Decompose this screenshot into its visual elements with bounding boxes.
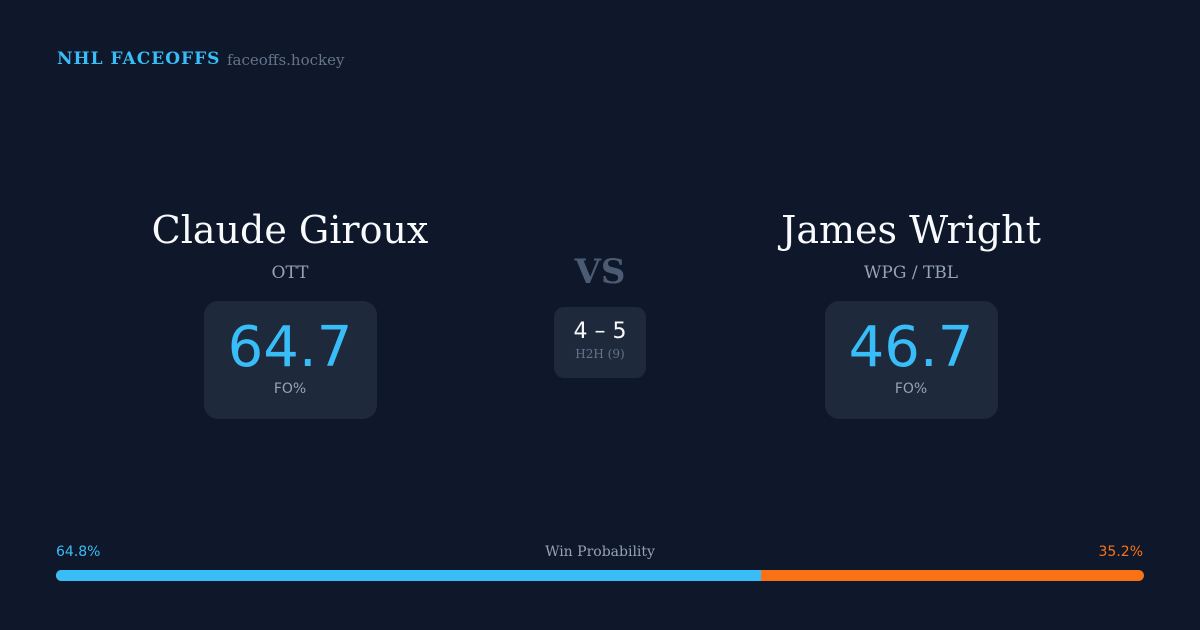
win-prob-bar	[56, 570, 1144, 581]
h2h-score: 4 – 5	[573, 319, 627, 344]
h2h-label: H2H (9)	[575, 347, 625, 361]
h2h-card: 4 – 5 H2H (9)	[554, 307, 646, 378]
win-prob-fill	[56, 570, 762, 581]
fo-value: 64.7	[227, 315, 353, 380]
fo-card: 46.7 FO%	[824, 301, 998, 419]
fo-label: FO%	[894, 381, 928, 397]
vs-label: VS	[574, 252, 626, 292]
fo-label: FO%	[273, 381, 307, 397]
player-name: Claude Giroux	[151, 208, 429, 252]
fo-value: 46.7	[848, 315, 974, 380]
player-team: OTT	[271, 263, 309, 283]
fo-card: 64.7 FO%	[203, 301, 377, 419]
site-name: faceoffs.hockey	[227, 51, 345, 69]
player-name: James Wright	[781, 208, 1041, 252]
player-team: WPG / TBL	[863, 263, 959, 283]
brand-title: NHL FACEOFFS	[57, 49, 221, 69]
player-left: Claude Giroux OTT 64.7 FO%	[80, 205, 500, 419]
player-right: James Wright WPG / TBL 46.7 FO%	[701, 205, 1121, 419]
win-prob-label: Win Probability	[545, 544, 655, 560]
win-prob-left: 64.8%	[56, 544, 101, 560]
win-prob-right: 35.2%	[1098, 544, 1143, 560]
